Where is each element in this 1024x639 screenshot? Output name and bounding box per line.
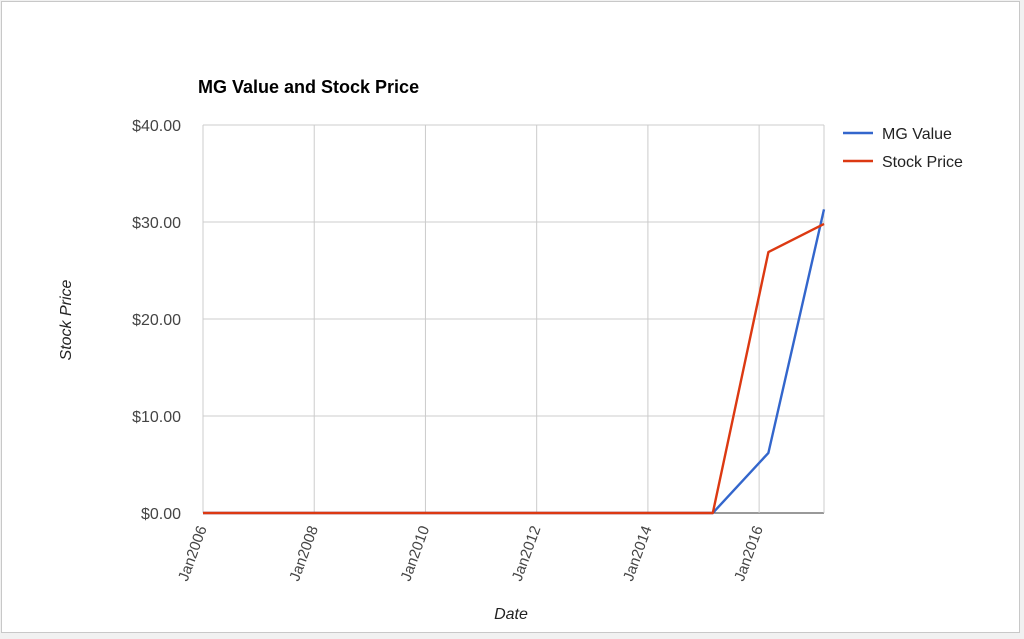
series-line (203, 209, 826, 515)
series-lines (203, 209, 826, 515)
chart-title: MG Value and Stock Price (198, 77, 419, 97)
x-tick-label: Jan2012 (509, 524, 545, 584)
legend: MG Value Stock Price (843, 126, 963, 171)
series-line (203, 222, 825, 515)
y-axis-title: Stock Price (58, 279, 75, 360)
x-tick-label: Jan2006 (175, 524, 211, 584)
x-axis-title: Date (494, 606, 528, 623)
grid-lines (202, 124, 825, 514)
x-tick-label: Jan2010 (398, 524, 434, 584)
y-tick-label: $20.00 (132, 312, 181, 329)
legend-label: MG Value (882, 126, 952, 143)
x-tick-label: Jan2016 (731, 524, 767, 584)
y-tick-label: $0.00 (141, 506, 181, 523)
y-tick-label: $40.00 (132, 118, 181, 135)
y-axis-ticks: $0.00 $10.00 $20.00 $30.00 $40.00 (132, 118, 181, 523)
x-tick-label: Jan2008 (286, 524, 322, 584)
y-tick-label: $30.00 (132, 215, 181, 232)
legend-label: Stock Price (882, 154, 963, 171)
y-tick-label: $10.00 (132, 409, 181, 426)
x-tick-label: Jan2014 (620, 524, 656, 584)
x-axis-ticks: Jan2006 Jan2008 Jan2010 Jan2012 Jan2014 Jan20… (175, 524, 767, 584)
